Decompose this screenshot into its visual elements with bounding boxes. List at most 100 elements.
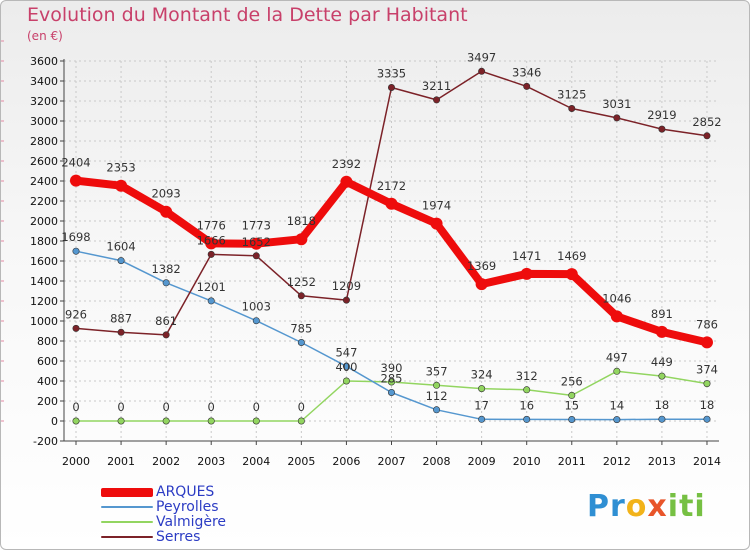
data-point	[162, 417, 170, 425]
data-label: 1698	[61, 230, 90, 244]
data-point	[568, 415, 576, 423]
data-label: 1471	[512, 249, 541, 263]
data-label: 3125	[557, 88, 586, 102]
data-label: 1666	[197, 233, 226, 247]
x-tick-label: 2000	[62, 455, 90, 468]
legend-swatch-serres	[101, 536, 153, 538]
data-point	[295, 233, 308, 246]
data-point	[250, 237, 263, 250]
data-point	[387, 84, 395, 92]
data-point	[478, 415, 486, 423]
data-label: 0	[117, 400, 124, 414]
data-point	[205, 237, 218, 250]
data-point	[297, 417, 305, 425]
data-label: 0	[72, 400, 79, 414]
data-label: 312	[516, 369, 538, 383]
data-label: 1773	[242, 219, 271, 233]
data-point	[342, 362, 350, 370]
y-tick-label: 1800	[30, 235, 58, 248]
data-label: 1252	[287, 275, 316, 289]
y-tick-label: 3000	[30, 115, 58, 128]
data-label: 390	[381, 361, 403, 375]
data-label: 1382	[151, 262, 180, 276]
data-label: 16	[519, 398, 534, 412]
data-point	[72, 324, 80, 332]
data-label: 0	[162, 400, 169, 414]
data-label: 18	[655, 398, 670, 412]
data-point	[117, 257, 125, 265]
data-point	[523, 386, 531, 394]
data-point	[523, 415, 531, 423]
data-label: 1201	[197, 280, 226, 294]
data-label: 547	[335, 345, 357, 359]
data-label: 3211	[422, 79, 451, 93]
data-label: 785	[290, 322, 312, 336]
y-tick-label: 200	[37, 395, 58, 408]
x-tick-label: 2006	[332, 455, 360, 468]
data-label: 2172	[377, 179, 406, 193]
data-point	[478, 67, 486, 75]
data-point	[568, 391, 576, 399]
x-tick-label: 2012	[603, 455, 631, 468]
data-label: 112	[426, 389, 448, 403]
data-label: 256	[561, 374, 583, 388]
data-label: 0	[208, 400, 215, 414]
data-point	[342, 296, 350, 304]
data-label: 926	[65, 307, 87, 321]
data-label: 18	[700, 398, 715, 412]
y-tick-label: 2000	[30, 215, 58, 228]
data-label: 1469	[557, 249, 586, 263]
data-point	[703, 132, 711, 140]
legend-label-serres: Serres	[156, 529, 201, 545]
data-point	[475, 278, 488, 291]
data-label: 1974	[422, 199, 451, 213]
data-label: 1776	[197, 218, 226, 232]
data-label: 449	[651, 355, 673, 369]
data-point	[433, 381, 441, 389]
data-label: 285	[381, 372, 403, 386]
y-tick-label: 3200	[30, 95, 58, 108]
x-tick-label: 2004	[242, 455, 270, 468]
data-label: 14	[610, 399, 625, 413]
y-tick-label: 3600	[30, 55, 58, 68]
data-point	[478, 385, 486, 393]
x-tick-label: 2003	[197, 455, 225, 468]
x-tick-label: 2010	[513, 455, 541, 468]
data-point	[658, 372, 666, 380]
data-point	[117, 417, 125, 425]
data-label: 400	[335, 360, 357, 374]
legend-label-peyrolles: Peyrolles	[156, 499, 219, 515]
chart-title: Evolution du Montant de la Dette par Hab…	[27, 4, 468, 26]
y-tick-label: 0	[51, 415, 58, 428]
y-tick-label: 1000	[30, 315, 58, 328]
data-point	[658, 125, 666, 133]
data-label: 324	[471, 368, 493, 382]
data-label: 3335	[377, 67, 406, 81]
data-point	[252, 417, 260, 425]
data-label: 1003	[242, 300, 271, 314]
data-label: 1209	[332, 279, 361, 293]
x-tick-label: 2001	[107, 455, 135, 468]
data-point	[117, 328, 125, 336]
data-point	[340, 175, 353, 188]
data-point	[342, 377, 350, 385]
data-point	[433, 406, 441, 414]
data-point	[207, 250, 215, 258]
proxiti-logo: Proxiti	[587, 489, 706, 524]
y-tick-label: 600	[37, 355, 58, 368]
y-tick-label: 2400	[30, 175, 58, 188]
data-label: 2404	[61, 156, 90, 170]
data-label: 2353	[106, 161, 135, 175]
y-tick-label: 800	[37, 335, 58, 348]
data-label: 786	[696, 317, 718, 331]
y-tick-label: 1200	[30, 295, 58, 308]
data-label: 17	[474, 398, 489, 412]
data-label: 3346	[512, 65, 541, 79]
data-label: 2919	[647, 108, 676, 122]
data-label: 1046	[602, 291, 631, 305]
data-label: 1818	[287, 214, 316, 228]
data-label: 1652	[242, 235, 271, 249]
data-point	[433, 96, 441, 104]
